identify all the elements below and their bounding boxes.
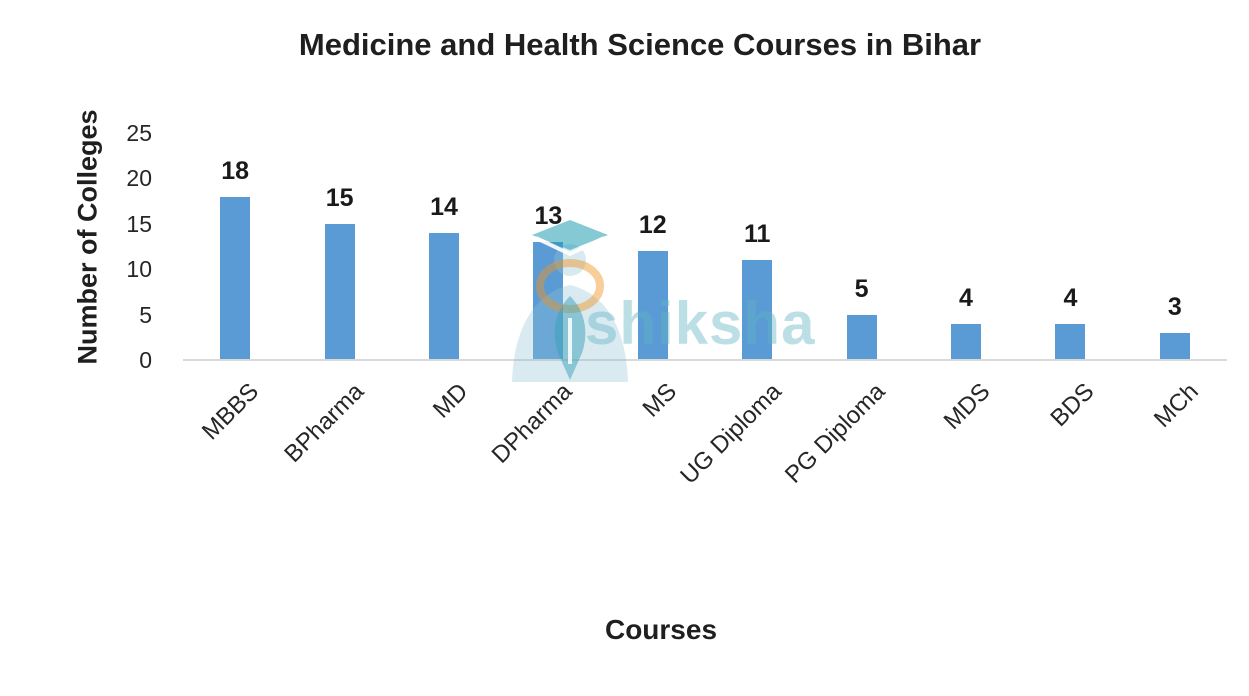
bar-value-label: 4 <box>959 283 973 312</box>
x-tick-label: PG Diploma <box>780 378 891 489</box>
bar-value-label: 3 <box>1167 292 1182 321</box>
bar-bpharma <box>324 223 355 360</box>
y-tick-label: 5 <box>139 301 152 328</box>
bar-bds <box>1055 323 1086 360</box>
bar-value-label: 11 <box>743 220 771 249</box>
x-tick-label: MCh <box>1148 378 1204 433</box>
x-axis-title: Courses <box>604 614 718 645</box>
bar-value-label: 5 <box>854 274 869 303</box>
x-axis-line <box>183 359 1227 361</box>
bar-value-label: 13 <box>534 201 563 230</box>
x-tick-label: MS <box>637 378 682 423</box>
x-tick-label: MDS <box>938 378 996 435</box>
bar-pg-diploma <box>846 314 877 360</box>
x-tick-label: MD <box>427 378 474 424</box>
bar-value-label: 14 <box>430 192 458 221</box>
y-tick-label: 10 <box>126 256 152 283</box>
x-tick-label: UG Diploma <box>674 378 787 490</box>
x-tick-label: DPharma <box>486 378 578 469</box>
y-tick-label: 15 <box>126 210 152 237</box>
x-tick-label: BPharma <box>278 378 369 468</box>
bar-md <box>429 232 459 360</box>
bar-dpharma <box>533 241 564 360</box>
bar-mch <box>1159 332 1190 360</box>
watermark-wordmark: shiksha <box>585 290 815 357</box>
bar-value-label: 15 <box>325 183 354 212</box>
bar-value-label: 4 <box>1063 283 1078 312</box>
bar-value-label: 12 <box>638 211 667 240</box>
y-tick-label: 25 <box>126 120 152 146</box>
y-tick-label: 20 <box>126 165 152 192</box>
y-tick-label: 0 <box>139 347 152 373</box>
watermark-graduate-body <box>512 285 628 382</box>
x-tick-label: MBBS <box>197 378 265 446</box>
bar-ms <box>637 251 668 360</box>
bar-mbbs <box>220 196 251 360</box>
chart-title: Medicine and Health Science Courses in B… <box>298 27 982 62</box>
x-tick-label: BDS <box>1045 378 1100 432</box>
bar-mds <box>951 323 981 360</box>
bar-value-label: 18 <box>221 156 250 185</box>
bar-ug-diploma <box>742 260 773 360</box>
